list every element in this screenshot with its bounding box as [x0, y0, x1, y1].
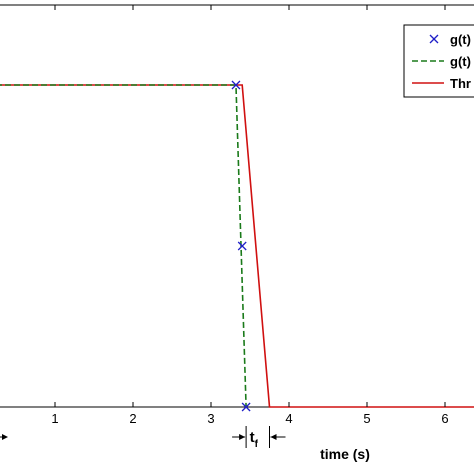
legend-label-g-dashed: g(t) — [450, 54, 471, 69]
x-tick-label: 6 — [441, 411, 448, 426]
tf-label: tf — [250, 429, 259, 450]
series-g-dashed-line — [0, 84, 247, 408]
marker-stroke — [241, 402, 251, 412]
tf-arrow-right-head — [270, 434, 277, 440]
left-arrow-fragment-head — [2, 434, 8, 440]
legend: g(t) g(t) Thr — [403, 24, 474, 98]
x-tick-label: 4 — [285, 411, 292, 426]
plot-frame — [0, 4, 474, 408]
tf-subscript: f — [255, 439, 259, 450]
x-axis: 1 2 3 4 5 6 — [51, 5, 449, 426]
x-tick-label: 3 — [207, 411, 214, 426]
series-g-marker — [231, 80, 241, 90]
legend-label-thr: Thr — [450, 76, 471, 91]
chart-marks — [0, 80, 474, 412]
legend-label-g-markers: g(t) — [450, 32, 471, 47]
tf-arrow-left-head — [239, 434, 246, 440]
x-tick-label: 2 — [129, 411, 136, 426]
series-g-marker — [241, 402, 251, 412]
x-tick-label: 5 — [363, 411, 370, 426]
x-axis-label: time (s) — [320, 446, 370, 462]
tf-annotation: tf — [0, 426, 286, 450]
plot-area — [0, 4, 474, 408]
x-tick-label: 1 — [51, 411, 58, 426]
marker-stroke — [231, 80, 241, 90]
legend-marker-x — [429, 34, 439, 44]
marker-stroke — [237, 241, 247, 251]
series-g-marker — [237, 241, 247, 251]
